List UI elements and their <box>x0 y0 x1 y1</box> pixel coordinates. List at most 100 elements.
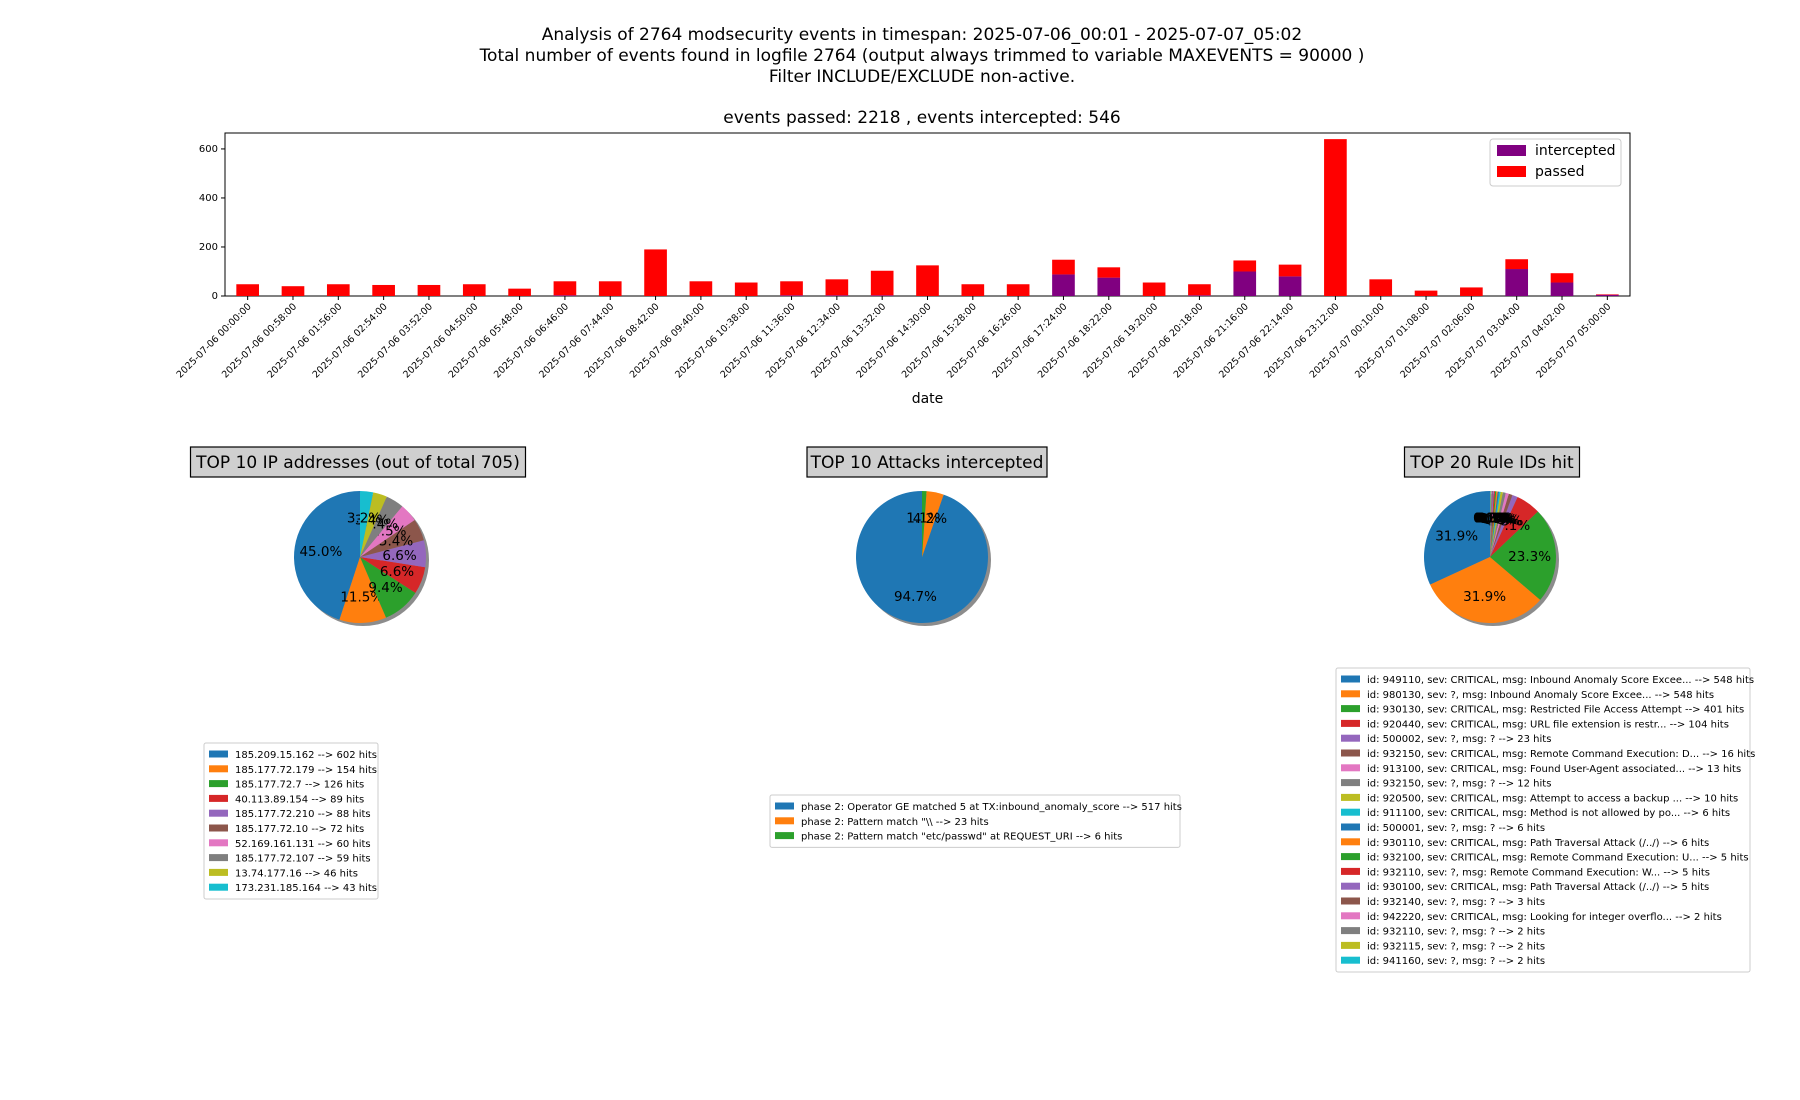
pie-slice <box>339 557 387 623</box>
pie-pct-label: 0.3% <box>1479 511 1513 527</box>
bar-passed <box>598 281 622 296</box>
pie-slice <box>360 557 426 593</box>
x-tick-label: 2025-07-06 21:16:00 <box>1172 301 1251 380</box>
pie-pct-label: 3.2% <box>347 511 381 527</box>
pie-legend-frame <box>203 742 379 900</box>
pie-pct-label: 0.2% <box>1474 510 1508 526</box>
legend-label: id: 932100, sev: CRITICAL, msg: Remote C… <box>1367 853 1749 864</box>
pie-slice <box>360 557 416 618</box>
bar-passed <box>961 284 985 296</box>
legend-swatch <box>1341 764 1360 772</box>
legend-swatch-passed <box>1497 166 1526 177</box>
pie-slice <box>1490 491 1493 557</box>
pie-slice <box>1490 497 1538 557</box>
x-tick-label: 2025-07-06 13:32:00 <box>809 301 888 380</box>
x-tick-label: 2025-07-06 19:20:00 <box>1081 301 1160 380</box>
pie-slice <box>360 491 374 557</box>
legend-swatch <box>209 868 228 876</box>
bar-intercepted <box>1596 294 1619 296</box>
bar-passed <box>462 284 486 296</box>
legend-swatch <box>1341 719 1360 727</box>
legend-swatch <box>775 802 794 810</box>
legend-swatch <box>1341 941 1360 949</box>
x-tick-label: 2025-07-06 18:22:00 <box>1036 301 1115 380</box>
pie-slice <box>1490 491 1500 557</box>
pie-slice <box>1490 491 1503 557</box>
bar-passed <box>372 284 395 296</box>
x-tick-label: 2025-07-06 14:30:00 <box>854 301 933 380</box>
legend-label: id: 932115, sev: ?, msg: ? --> 2 hits <box>1367 941 1545 952</box>
x-tick-label: 2025-07-06 22:14:00 <box>1217 301 1296 380</box>
legend-label: id: 500002, sev: ?, msg: ? --> 23 hits <box>1367 734 1551 745</box>
bar-passed <box>1414 290 1438 296</box>
pie-slice <box>1490 511 1556 600</box>
legend-swatch <box>209 883 228 891</box>
x-tick-label: 2025-07-07 01:08:00 <box>1353 301 1432 380</box>
pie-slice <box>1430 557 1541 624</box>
bar-intercepted <box>780 295 803 296</box>
pie-legend-frame <box>1335 667 1751 973</box>
x-tick-label: 2025-07-06 07:44:00 <box>537 301 616 380</box>
legend-swatch <box>1341 927 1360 935</box>
x-tick-label: 2025-07-07 02:06:00 <box>1398 301 1477 380</box>
pie-slice <box>1490 491 1496 557</box>
pie-pct-label: 9.4% <box>368 580 402 596</box>
bar-passed <box>326 284 350 296</box>
legend-label: id: 942220, sev: CRITICAL, msg: Looking … <box>1367 912 1722 923</box>
bar-passed <box>236 284 259 296</box>
x-tick-label: 2025-07-06 06:46:00 <box>492 301 571 380</box>
x-axis-label: date <box>912 391 944 407</box>
pie-pct-label: 0.3% <box>1475 510 1509 526</box>
legend-label: id: 932110, sev: ?, msg: Remote Command … <box>1367 867 1710 878</box>
bar-intercepted <box>870 295 894 296</box>
pie-slice <box>1490 491 1497 557</box>
legend-label: 185.177.72.10 --> 72 hits <box>235 824 364 835</box>
bar-passed <box>1505 259 1529 270</box>
pie-slice <box>1490 491 1498 557</box>
bar-passed <box>1188 284 1211 296</box>
legend-label: phase 2: Pattern match "etc/passwd" at R… <box>801 832 1122 843</box>
pie-pct-label: 0.3% <box>1478 511 1512 527</box>
legend-swatch <box>209 824 228 832</box>
pie-title: TOP 10 IP addresses (out of total 705) <box>195 453 520 473</box>
pie-pct-label: 0.6% <box>1480 511 1514 527</box>
y-tick-label: 0 <box>212 291 218 302</box>
bar-intercepted <box>1278 276 1302 296</box>
x-tick-label: 2025-07-06 12:34:00 <box>764 301 843 380</box>
bar-passed <box>1460 287 1483 296</box>
pie-pct-label: 1.1% <box>906 510 940 526</box>
legend-label: id: 980130, sev: ?, msg: Inbound Anomaly… <box>1367 690 1714 701</box>
bar-passed <box>1369 279 1393 296</box>
x-tick-label: 2025-07-06 23:12:00 <box>1262 301 1341 380</box>
pie-slice <box>1490 491 1501 557</box>
legend-swatch <box>1341 749 1360 757</box>
x-tick-label: 2025-07-06 16:26:00 <box>945 301 1024 380</box>
bar-passed <box>1006 284 1030 296</box>
bar-passed <box>1324 139 1347 296</box>
legend-label: id: 941160, sev: ?, msg: ? --> 2 hits <box>1367 956 1545 967</box>
pie-pct-label: 6.6% <box>380 564 414 580</box>
bar-intercepted <box>553 295 577 296</box>
pie-title-box <box>1403 446 1581 478</box>
bar-passed <box>825 279 849 296</box>
pie-slice <box>1490 492 1509 557</box>
pie-pct-label: 0.1% <box>1473 510 1507 526</box>
legend-label: id: 500001, sev: ?, msg: ? --> 6 hits <box>1367 823 1545 834</box>
pie-title: TOP 20 Rule IDs hit <box>1409 453 1574 473</box>
x-tick-label: 2025-07-06 20:18:00 <box>1126 301 1205 380</box>
pie-slice <box>1490 492 1506 557</box>
legend-swatch <box>1341 808 1360 816</box>
x-tick-label: 2025-07-06 03:52:00 <box>356 301 435 380</box>
pie-legend-frame <box>769 794 1181 848</box>
legend-label: id: 932110, sev: ?, msg: ? --> 2 hits <box>1367 927 1545 938</box>
legend-label-intercepted: intercepted <box>1535 143 1616 159</box>
legend-swatch <box>1341 734 1360 742</box>
legend-label: 40.113.89.154 --> 89 hits <box>235 794 364 805</box>
legend-swatch <box>1341 882 1360 890</box>
pie-slice <box>1490 491 1494 557</box>
legend-label: id: 949110, sev: CRITICAL, msg: Inbound … <box>1367 675 1754 686</box>
legend-swatch <box>1341 690 1360 698</box>
legend-swatch <box>209 765 228 773</box>
